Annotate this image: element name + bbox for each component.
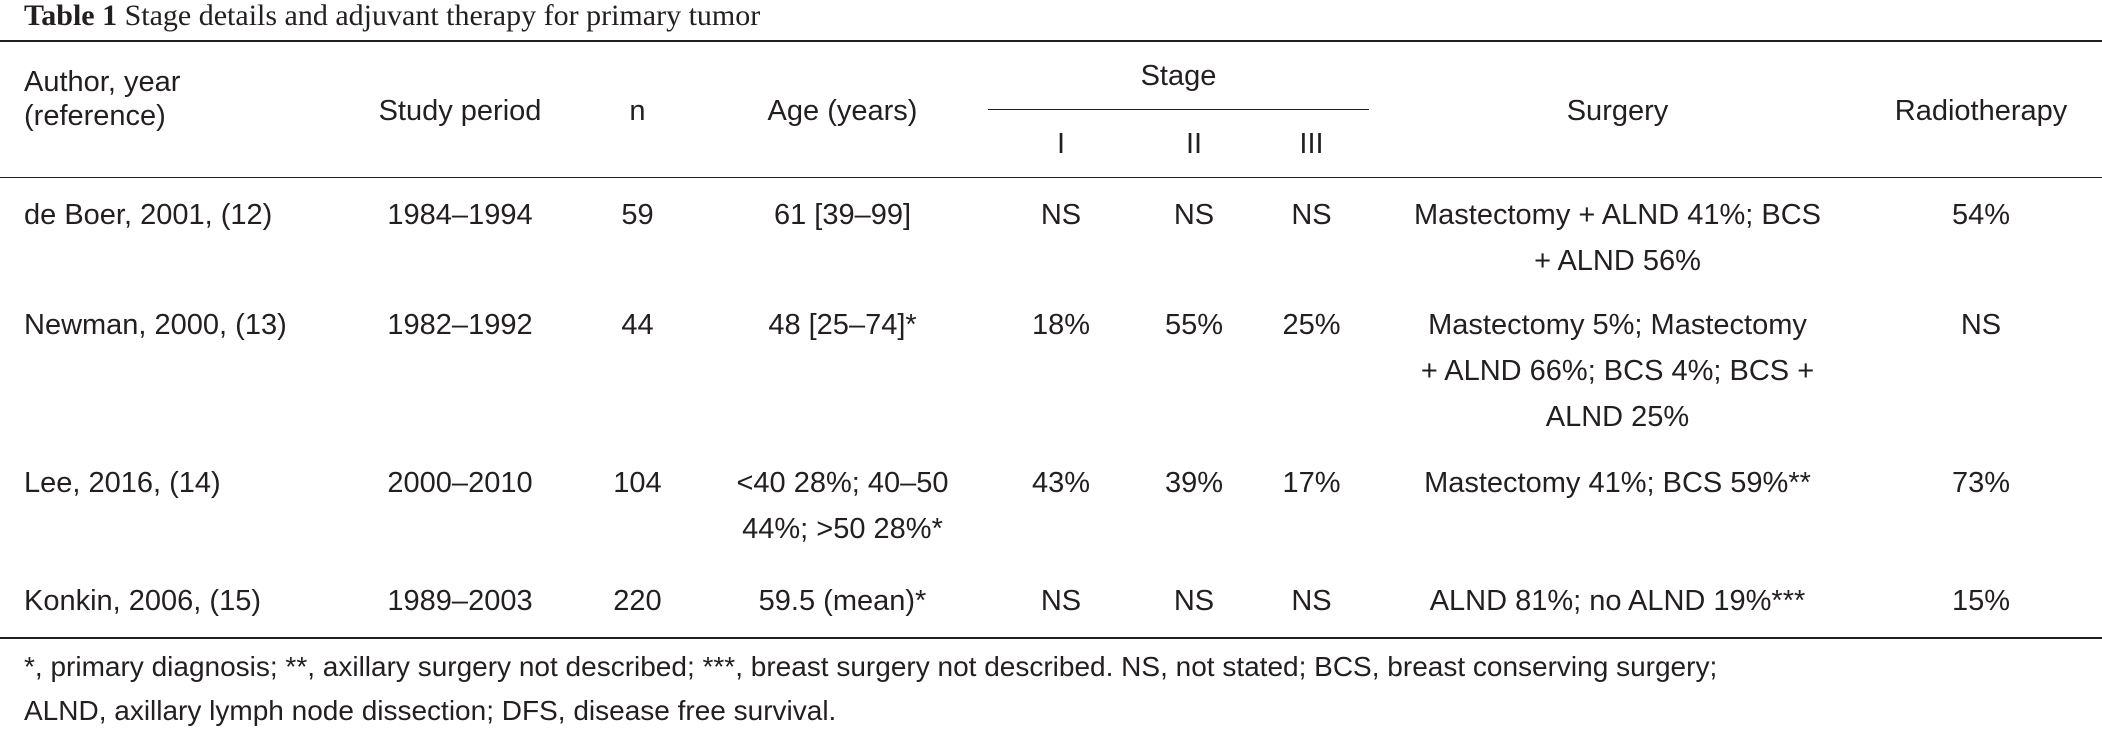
top-rule (0, 40, 2102, 42)
table-row-3-stage-3: 17% (1282, 467, 1341, 499)
table-row-2-stage-2: 55% (1164, 309, 1224, 341)
table-row-2-surgery-line3: ALND 25% (1545, 401, 1690, 433)
table-footnote-line1: *, primary diagnosis; **, axillary surge… (24, 651, 1718, 682)
header-rule (0, 177, 2102, 178)
header-stage-3: III (1299, 128, 1324, 160)
table-row-2-period: 1982–1992 (387, 309, 533, 341)
table-row-3-stage-1: 43% (1031, 467, 1091, 499)
table-row-3-n: 104 (613, 467, 662, 499)
table-row-3-stage-2: 39% (1164, 467, 1224, 499)
table-row-1-radiotherapy: 54% (1951, 199, 2011, 231)
table-row-1-n: 59 (621, 199, 654, 231)
table-row-3-radiotherapy: 73% (1951, 467, 2011, 499)
table-row-2-author: Newman, 2000, (13) (24, 309, 287, 341)
header-n: n (629, 95, 646, 127)
table-row-3-age-line2: 44%; >50 28%* (742, 513, 943, 545)
table-row-4-n: 220 (613, 585, 662, 617)
table-row-1-surgery-line1: Mastectomy + ALND 41%; BCS (1414, 199, 1821, 231)
header-age: Age (years) (767, 95, 918, 127)
table-row-2-stage-3: 25% (1282, 309, 1341, 341)
table-footnote-line2: ALND, axillary lymph node dissection; DF… (24, 695, 837, 726)
table-row-1-author: de Boer, 2001, (12) (24, 199, 273, 231)
table-row-1-surgery-line2: + ALND 56% (1534, 245, 1701, 277)
table-row-2-radiotherapy: NS (1960, 309, 2002, 341)
header-stage: Stage (1140, 60, 1217, 92)
table-row-4-surgery: ALND 81%; no ALND 19%*** (1429, 585, 1806, 617)
header-author-line1: Author, year (24, 66, 181, 98)
header-surgery: Surgery (1566, 95, 1669, 127)
stage-group-rule (988, 109, 1369, 110)
table-row-1-stage-2: NS (1173, 199, 1215, 231)
header-stage-1: I (1056, 128, 1066, 160)
table-row-2-n: 44 (621, 309, 654, 341)
header-stage-2: II (1185, 128, 1203, 160)
header-author: Author, year (reference) (24, 65, 344, 133)
table-title: Stage details and adjuvant therapy for p… (124, 0, 761, 32)
table-row-4-period: 1989–2003 (387, 585, 533, 617)
table-row-4-radiotherapy: 15% (1951, 585, 2011, 617)
table-row-3-age: <40 28%; 40–50 44%; >50 28%* (700, 460, 985, 552)
table-row-2-surgery-line2: + ALND 66%; BCS 4%; BCS + (1420, 355, 1815, 387)
header-author-line2: (reference) (24, 100, 166, 132)
header-radiotherapy: Radiotherapy (1894, 95, 2068, 127)
table-row-2-stage-1: 18% (1031, 309, 1091, 341)
table-row-2-surgery-line1: Mastectomy 5%; Mastectomy (1428, 309, 1807, 341)
table-row-3-author: Lee, 2016, (14) (24, 467, 221, 499)
header-study-period: Study period (378, 95, 542, 127)
table-row-3-age-line1: <40 28%; 40–50 (736, 467, 949, 499)
table-row-1-period: 1984–1994 (387, 199, 533, 231)
table-row-2-surgery: Mastectomy 5%; Mastectomy + ALND 66%; BC… (1375, 302, 1860, 440)
table-row-4-author: Konkin, 2006, (15) (24, 585, 261, 617)
table-row-4-stage-1: NS (1040, 585, 1082, 617)
table-row-2-age: 48 [25–74]* (768, 309, 917, 341)
table-footnote: *, primary diagnosis; **, axillary surge… (24, 645, 2084, 733)
table-row-1-age: 61 [39–99] (773, 199, 912, 231)
table-label: Table 1 (24, 0, 118, 32)
table-row-3-surgery: Mastectomy 41%; BCS 59%** (1424, 467, 1811, 499)
table-row-1-surgery: Mastectomy + ALND 41%; BCS + ALND 56% (1375, 192, 1860, 284)
table-row-4-age: 59.5 (mean)* (758, 585, 927, 617)
table-row-1-stage-1: NS (1040, 199, 1082, 231)
table-row-4-stage-2: NS (1173, 585, 1215, 617)
table-caption: Table 1 Stage details and adjuvant thera… (24, 0, 760, 36)
table-row-4-stage-3: NS (1291, 585, 1332, 617)
table-row-3-period: 2000–2010 (387, 467, 533, 499)
table-row-1-stage-3: NS (1291, 199, 1332, 231)
bottom-rule (0, 637, 2102, 639)
